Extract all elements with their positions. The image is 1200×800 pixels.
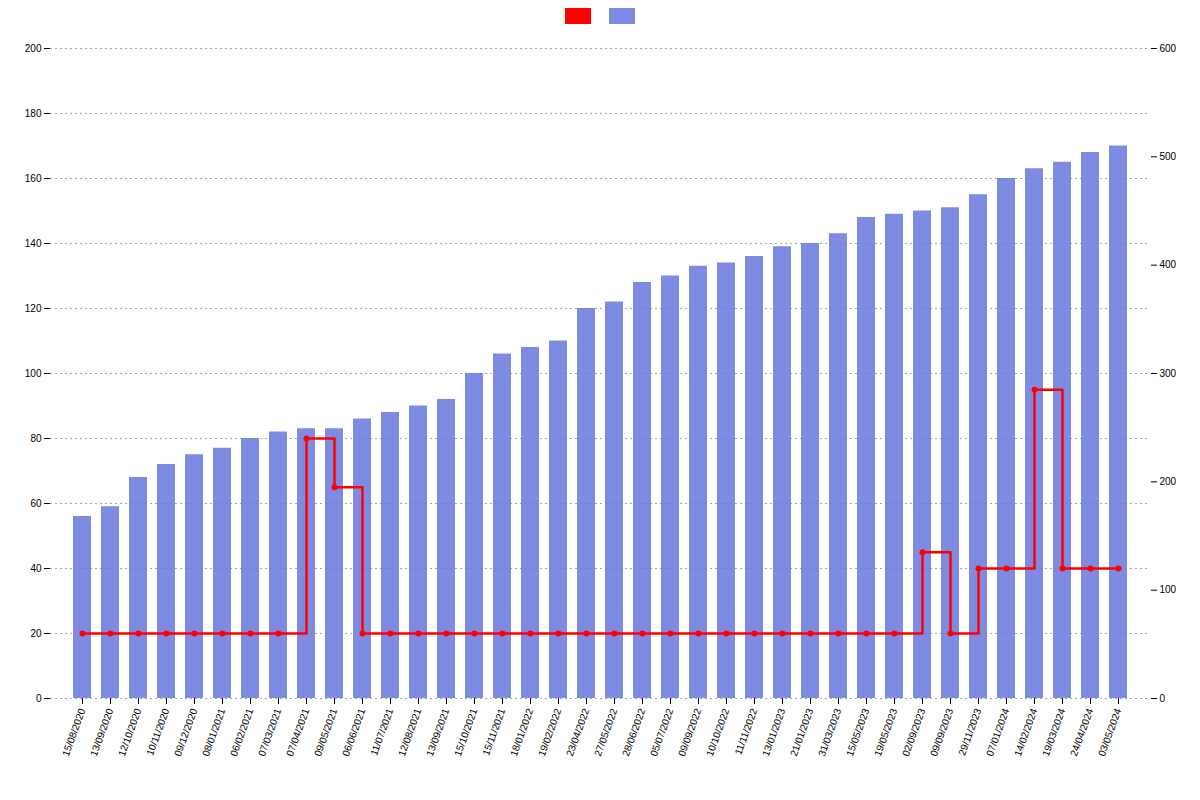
svg-text:15/11/2021: 15/11/2021 xyxy=(480,706,507,757)
svg-text:07/04/2021: 07/04/2021 xyxy=(284,706,312,757)
svg-text:400: 400 xyxy=(1160,259,1177,270)
svg-text:80: 80 xyxy=(30,433,42,444)
svg-text:100: 100 xyxy=(1160,584,1177,595)
svg-text:200: 200 xyxy=(25,43,42,54)
svg-text:02/09/2023: 02/09/2023 xyxy=(900,706,928,757)
svg-text:18/01/2022: 18/01/2022 xyxy=(508,706,536,757)
svg-text:03/05/2024: 03/05/2024 xyxy=(1096,706,1124,757)
svg-text:0: 0 xyxy=(36,693,42,704)
svg-text:19/02/2022: 19/02/2022 xyxy=(536,706,564,757)
svg-text:21/01/2023: 21/01/2023 xyxy=(788,706,816,757)
svg-text:27/05/2022: 27/05/2022 xyxy=(592,706,620,757)
svg-text:13/01/2023: 13/01/2023 xyxy=(760,706,788,757)
svg-text:07/01/2024: 07/01/2024 xyxy=(984,706,1012,757)
svg-text:09/05/2021: 09/05/2021 xyxy=(312,706,340,757)
svg-text:11/11/2022: 11/11/2022 xyxy=(732,706,759,756)
svg-text:300: 300 xyxy=(1160,368,1177,379)
svg-text:180: 180 xyxy=(25,108,42,119)
svg-text:12/10/2020: 12/10/2020 xyxy=(116,706,144,757)
svg-text:19/03/2024: 19/03/2024 xyxy=(1040,706,1068,757)
svg-text:31/03/2023: 31/03/2023 xyxy=(816,706,844,757)
svg-text:0: 0 xyxy=(1160,693,1166,704)
svg-text:13/09/2021: 13/09/2021 xyxy=(424,706,452,757)
svg-text:140: 140 xyxy=(25,238,42,249)
svg-text:60: 60 xyxy=(30,498,42,509)
svg-text:40: 40 xyxy=(30,563,42,574)
svg-text:600: 600 xyxy=(1160,43,1177,54)
svg-text:20: 20 xyxy=(30,628,42,639)
svg-text:09/09/2022: 09/09/2022 xyxy=(676,706,704,757)
svg-text:24/04/2024: 24/04/2024 xyxy=(1068,706,1096,757)
svg-text:10/10/2022: 10/10/2022 xyxy=(704,706,732,757)
svg-text:15/10/2021: 15/10/2021 xyxy=(452,706,480,757)
svg-text:500: 500 xyxy=(1160,151,1177,162)
svg-text:19/05/2023: 19/05/2023 xyxy=(872,706,900,757)
svg-text:09/09/2023: 09/09/2023 xyxy=(928,706,956,757)
svg-text:14/02/2024: 14/02/2024 xyxy=(1012,706,1040,757)
svg-text:15/05/2023: 15/05/2023 xyxy=(844,706,872,757)
svg-text:100: 100 xyxy=(25,368,42,379)
svg-text:13/09/2020: 13/09/2020 xyxy=(88,706,116,757)
svg-text:08/01/2021: 08/01/2021 xyxy=(200,706,228,757)
svg-text:07/03/2021: 07/03/2021 xyxy=(256,706,284,757)
svg-text:06/02/2021: 06/02/2021 xyxy=(228,706,256,757)
svg-text:15/08/2020: 15/08/2020 xyxy=(60,706,88,757)
svg-text:09/12/2020: 09/12/2020 xyxy=(172,706,200,757)
svg-text:11/07/2021: 11/07/2021 xyxy=(368,706,395,757)
svg-text:23/04/2022: 23/04/2022 xyxy=(564,706,592,757)
svg-text:160: 160 xyxy=(25,173,42,184)
svg-text:10/11/2020: 10/11/2020 xyxy=(144,706,171,757)
svg-text:06/06/2021: 06/06/2021 xyxy=(340,706,368,757)
svg-text:12/08/2021: 12/08/2021 xyxy=(396,706,424,757)
svg-text:200: 200 xyxy=(1160,476,1177,487)
svg-text:120: 120 xyxy=(25,303,42,314)
svg-text:05/07/2022: 05/07/2022 xyxy=(648,706,676,757)
svg-text:29/11/2023: 29/11/2023 xyxy=(956,706,983,757)
svg-text:28/06/2022: 28/06/2022 xyxy=(620,706,648,757)
